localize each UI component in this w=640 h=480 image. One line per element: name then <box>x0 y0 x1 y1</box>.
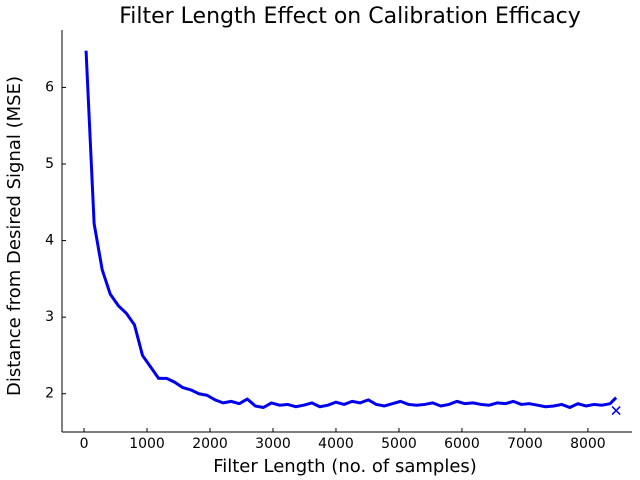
x-tick-label: 4000 <box>318 436 354 452</box>
y-tick-label: 3 <box>45 309 54 325</box>
end-marker <box>611 406 621 416</box>
y-tick-label: 5 <box>45 156 54 172</box>
y-tick-label: 2 <box>45 386 54 402</box>
x-tick-label: 7000 <box>507 436 543 452</box>
chart-title: Filter Length Effect on Calibration Effi… <box>119 4 581 29</box>
x-tick-label: 8000 <box>570 436 606 452</box>
y-tick-label: 4 <box>45 233 54 249</box>
x-tick-label: 6000 <box>444 436 480 452</box>
line <box>84 50 618 409</box>
x-tick-label: 0 <box>80 436 89 452</box>
y-tick-label: 6 <box>45 79 54 95</box>
x-tick-label: 5000 <box>381 436 417 452</box>
x-tick-label: 3000 <box>255 436 291 452</box>
x-tick-label: 1000 <box>129 436 165 452</box>
x-tick-label: 2000 <box>192 436 228 452</box>
y-axis-label: Distance from Desired Signal (MSE) <box>4 76 25 396</box>
x-axis-label: Filter Length (no. of samples) <box>213 456 477 477</box>
